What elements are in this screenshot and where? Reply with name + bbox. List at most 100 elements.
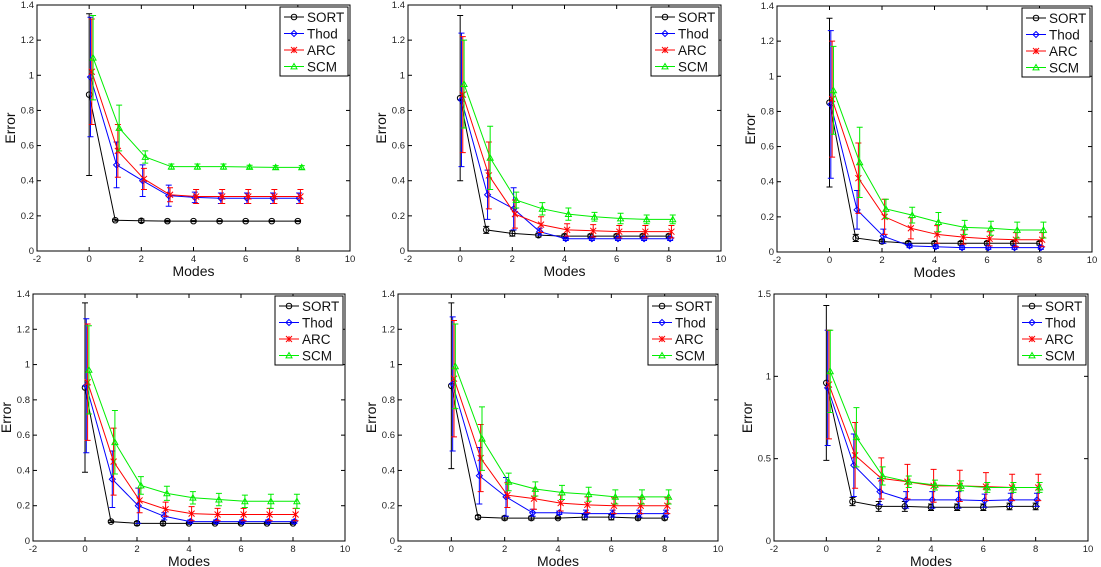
y-tick-label: 1.4 — [21, 0, 34, 11]
data-point — [1039, 226, 1048, 233]
y-tick-label: 1 — [766, 371, 771, 382]
legend-marker-diamond — [661, 29, 669, 38]
data-point — [878, 238, 886, 245]
x-tick-label: 0 — [824, 544, 829, 555]
legend-label: ARC — [1049, 44, 1078, 59]
legend-marker-circle — [661, 13, 669, 21]
data-point — [160, 512, 169, 521]
x-tick-label: 10 — [1087, 255, 1098, 266]
data-point — [557, 499, 565, 507]
data-point — [960, 233, 967, 241]
legend-marker-triangle — [290, 62, 298, 70]
legend-label: SCM — [307, 60, 337, 75]
data-point — [615, 228, 623, 236]
data-point — [294, 217, 302, 225]
data-point — [904, 239, 912, 247]
x-tick-label: 4 — [191, 254, 196, 265]
series-thod — [827, 30, 1045, 252]
x-tick-label: 0 — [827, 255, 832, 266]
series-thod — [448, 316, 670, 518]
x-tick-label: 0 — [458, 254, 463, 265]
y-axis-label: Error — [0, 402, 14, 433]
y-tick-label: 0.8 — [392, 105, 405, 116]
error-bar — [823, 305, 830, 461]
x-tick-label: 10 — [716, 254, 727, 265]
series-arc — [825, 329, 1042, 503]
error-bar — [85, 325, 92, 415]
data-point — [457, 96, 466, 104]
y-tick-label: 1.2 — [392, 35, 405, 46]
data-point — [137, 481, 145, 489]
y-tick-label: 1 — [769, 71, 774, 82]
data-point — [853, 206, 861, 214]
data-point — [531, 484, 540, 492]
legend-label: SORT — [307, 10, 344, 25]
legend-label: SCM — [675, 349, 705, 364]
data-point — [242, 217, 249, 225]
data-point — [528, 509, 537, 517]
x-tick-label: 2 — [139, 254, 144, 265]
subplot-5: -2 0 2 4 6 8 1000.20.40.60.811.21.4ModesErrorS… — [363, 289, 723, 567]
data-point — [908, 211, 917, 218]
data-point — [166, 191, 174, 199]
x-tick-label: 2 — [876, 544, 881, 555]
series-line — [454, 366, 669, 498]
legend-marker-triangle — [658, 351, 666, 359]
y-tick-label: 0.4 — [17, 465, 30, 476]
x-tick-label: 10 — [340, 544, 351, 555]
y-axis-label: Error — [373, 112, 389, 143]
legend-label: SORT — [1049, 11, 1086, 26]
legend-marker-star — [661, 46, 669, 54]
series-scm — [460, 39, 677, 225]
y-tick-label: 0.2 — [392, 211, 405, 222]
data-point — [536, 227, 544, 236]
data-point — [459, 91, 467, 98]
series-scm — [451, 323, 673, 505]
data-point — [851, 452, 859, 459]
data-point — [193, 162, 202, 170]
legend-label: SCM — [1045, 349, 1075, 364]
series-line — [827, 387, 1037, 502]
legend-label: Thod — [678, 27, 709, 42]
legend-marker-star — [290, 46, 298, 54]
data-point — [562, 234, 570, 243]
data-point — [474, 513, 482, 521]
y-tick-label: 0.6 — [392, 141, 405, 152]
x-axis-label: Modes — [543, 263, 585, 279]
legend-marker-triangle — [661, 62, 669, 70]
legend-marker-circle — [1028, 302, 1036, 310]
y-tick-label: 1.2 — [761, 36, 774, 47]
data-point — [501, 514, 508, 522]
y-tick-label: 0.2 — [382, 501, 395, 512]
data-point — [136, 497, 143, 504]
data-point — [528, 514, 535, 522]
y-tick-label: 0.6 — [761, 142, 774, 153]
legend-marker-star — [658, 335, 666, 343]
data-point — [451, 362, 460, 370]
legend-marker-circle — [658, 302, 666, 310]
data-point — [218, 193, 226, 200]
data-point — [504, 477, 513, 485]
error-bar — [298, 165, 305, 170]
y-tick-label: 1.2 — [21, 35, 34, 46]
series-line — [825, 382, 1036, 508]
subplot-6: -2 0 2 4 6 8 1000.511.5ModesErrorSORTThodARCSC… — [739, 289, 1093, 567]
data-point — [642, 215, 651, 223]
x-tick-label: 6 — [609, 544, 614, 555]
x-tick-label: 10 — [345, 254, 356, 265]
y-tick-label: 1.2 — [382, 324, 395, 335]
y-tick-label: 0.8 — [382, 395, 395, 406]
data-point — [271, 163, 280, 171]
data-point — [134, 502, 143, 510]
y-tick-label: 0.8 — [761, 106, 774, 117]
x-axis-label: Modes — [172, 263, 214, 279]
data-point — [483, 191, 492, 199]
data-point — [878, 471, 887, 479]
x-tick-label: -2 — [33, 254, 41, 265]
data-point — [980, 496, 989, 505]
legend-label: SORT — [678, 10, 715, 25]
x-axis-label: Modes — [910, 553, 952, 567]
data-point — [1009, 483, 1018, 491]
legend-marker-triangle — [1028, 351, 1036, 359]
